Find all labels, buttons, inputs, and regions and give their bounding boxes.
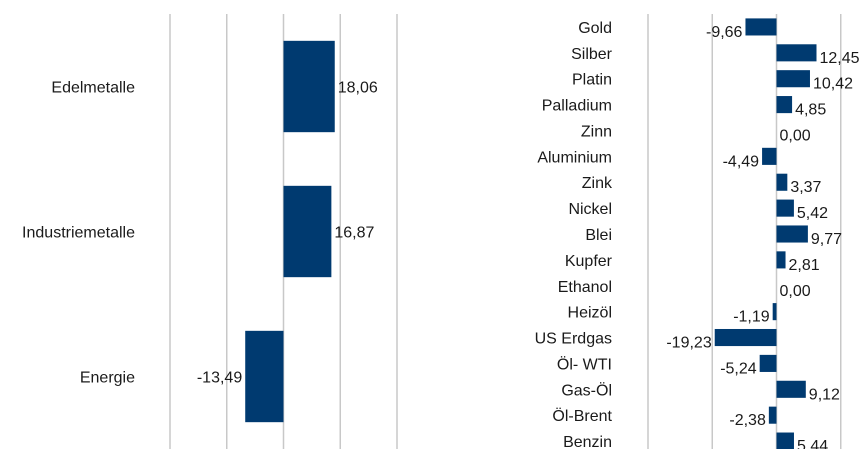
bar-us-erdgas bbox=[714, 328, 777, 347]
value-label: 12,45 bbox=[819, 50, 859, 67]
bar-kupfer bbox=[776, 251, 786, 269]
bar-zink bbox=[776, 173, 788, 191]
category-label: Öl-Brent bbox=[552, 407, 612, 425]
bar-edelmetalle bbox=[283, 40, 335, 133]
value-label: -2,38 bbox=[729, 412, 766, 429]
category-label: Gold bbox=[578, 20, 612, 37]
sector-bar-chart: Edelmetalle 18,06 Industriemetalle 16,87 Ene… bbox=[22, 14, 398, 449]
category-label: Palladium bbox=[542, 98, 612, 115]
bar-energie bbox=[245, 330, 284, 423]
commodity-bar-chart: Gold -9,66 Silber 12,45 Platin 10,42 Palladium… bbox=[535, 14, 860, 449]
bar-gold bbox=[745, 18, 777, 36]
bar-benzin bbox=[776, 432, 794, 449]
category-label: Platin bbox=[572, 72, 612, 89]
category-label: Blei bbox=[585, 227, 612, 244]
bar-heizöl bbox=[772, 303, 777, 321]
value-label: 4,85 bbox=[795, 102, 826, 119]
bar-blei bbox=[776, 225, 808, 243]
value-label: -5,24 bbox=[720, 360, 757, 377]
value-label: -4,49 bbox=[723, 153, 760, 170]
category-label: Silber bbox=[571, 46, 613, 63]
category-label: Edelmetalle bbox=[51, 80, 135, 97]
bar-öl-brent bbox=[768, 406, 777, 424]
value-label: 10,42 bbox=[813, 76, 853, 93]
category-label: Gas-Öl bbox=[561, 381, 612, 399]
bar-platin bbox=[776, 70, 810, 88]
bar-palladium bbox=[776, 96, 793, 114]
category-label: Aluminium bbox=[537, 149, 612, 166]
category-label: Kupfer bbox=[565, 253, 613, 270]
category-label: Nickel bbox=[568, 201, 612, 218]
value-label: 9,12 bbox=[809, 386, 840, 403]
value-label: 0,00 bbox=[780, 127, 811, 144]
value-label: 5,44 bbox=[797, 438, 828, 449]
category-label: Benzin bbox=[563, 434, 612, 449]
value-label: -1,19 bbox=[733, 309, 770, 326]
category-label: Zinn bbox=[581, 123, 612, 140]
value-label: 16,87 bbox=[334, 225, 374, 242]
value-label: 0,00 bbox=[780, 283, 811, 300]
category-label: Heizöl bbox=[568, 305, 612, 322]
value-label: 18,06 bbox=[338, 80, 378, 97]
category-label: Zink bbox=[582, 175, 613, 192]
bar-silber bbox=[776, 44, 817, 62]
category-label: Industriemetalle bbox=[22, 225, 135, 242]
bar-nickel bbox=[776, 199, 794, 217]
bar-industriemetalle bbox=[283, 185, 332, 278]
value-label: -19,23 bbox=[666, 335, 711, 352]
category-label: Öl- WTI bbox=[557, 355, 612, 373]
value-label: -9,66 bbox=[706, 24, 743, 41]
bar-aluminium bbox=[762, 147, 777, 165]
value-label: -13,49 bbox=[197, 370, 242, 387]
value-label: 9,77 bbox=[811, 231, 842, 248]
category-label: US Erdgas bbox=[535, 331, 612, 348]
value-label: 3,37 bbox=[790, 179, 821, 196]
category-label: Energie bbox=[80, 370, 135, 387]
value-label: 5,42 bbox=[797, 205, 828, 222]
category-label: Ethanol bbox=[558, 279, 612, 296]
value-label: 2,81 bbox=[789, 257, 820, 274]
bar-gas-öl bbox=[776, 380, 806, 398]
bar-öl-wti bbox=[759, 354, 777, 372]
